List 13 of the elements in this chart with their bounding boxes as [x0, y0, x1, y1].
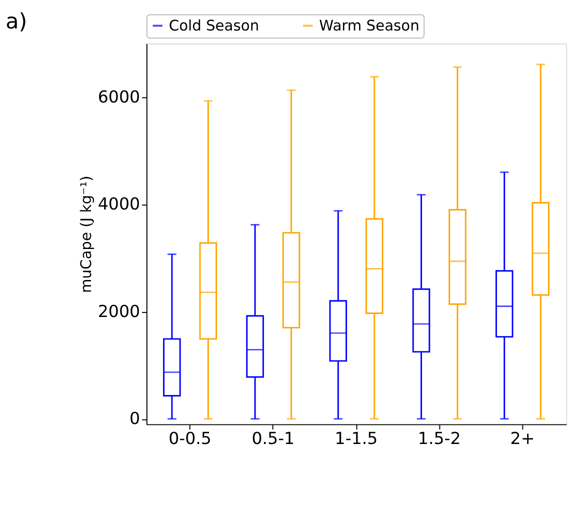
- x-tick-label: 1-1.5: [334, 429, 378, 448]
- y-tick-label: 4000: [98, 194, 140, 214]
- y-tick-label: 2000: [98, 302, 140, 321]
- x-tick-label: 1.5-2: [418, 429, 461, 448]
- y-tick-label: 0: [130, 409, 140, 428]
- x-tick-label: 0.5-1: [252, 429, 295, 448]
- y-axis-title: muCape (J kg⁻¹): [78, 176, 96, 294]
- legend-label: Cold Season: [168, 18, 260, 35]
- x-tick-label: 0-0.5: [168, 429, 212, 448]
- x-tick-label: 2+: [510, 429, 535, 448]
- legend-label: Warm Season: [319, 18, 420, 35]
- chart-title: a): [6, 9, 28, 34]
- y-tick-label: 6000: [98, 88, 140, 107]
